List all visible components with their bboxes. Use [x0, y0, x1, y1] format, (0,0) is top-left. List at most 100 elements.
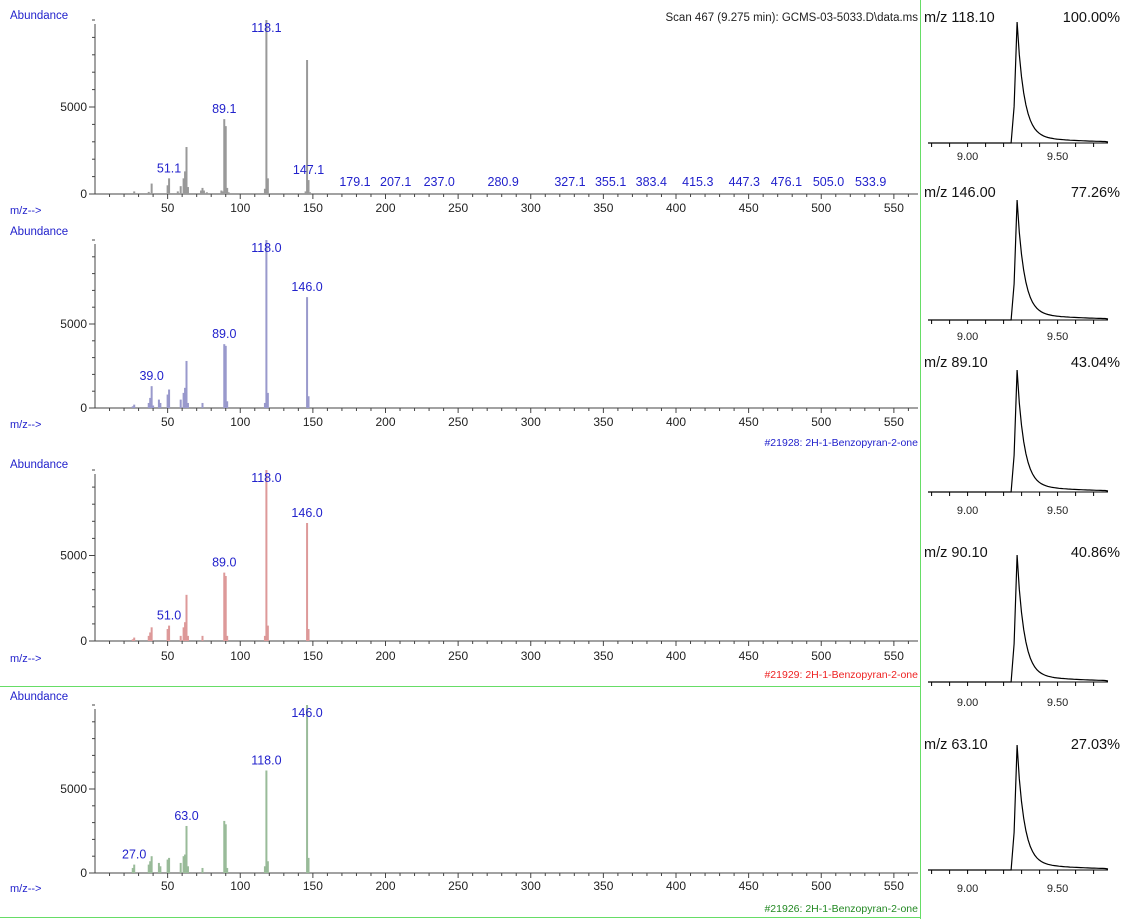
panel-3-x-tick-label: 150	[303, 649, 323, 663]
ion-trace-1-percent-label: 100.00%	[1063, 10, 1120, 26]
panel-1-x-tick-label: 300	[521, 201, 541, 215]
panel-4-x-tick-label: 150	[303, 879, 323, 893]
panel-3-x-tick-label: 400	[666, 649, 686, 663]
panel-1-peak-label: 447.3	[729, 175, 760, 189]
panel-2-x-tick-label: 550	[884, 415, 904, 429]
panel-4-peak-label: 63.0	[174, 809, 198, 823]
panel-2-x-tick-label: 50	[161, 415, 175, 429]
panel-3-x-tick-label: 550	[884, 649, 904, 663]
panel-2-x-tick-label: 200	[375, 415, 395, 429]
panel-2-ylabel: Abundance	[10, 226, 68, 238]
panel-2-x-tick-label: 350	[593, 415, 613, 429]
panel-2-peak-label: 39.0	[139, 369, 163, 383]
ion-trace-2-x-tick-label: 9.00	[957, 331, 978, 343]
panel-3-ylabel: Abundance	[10, 459, 68, 471]
panel-4-y-tick-label: 0	[80, 866, 87, 880]
panel-2-x-tick-label: 500	[811, 415, 831, 429]
ion-trace-2-ion-label: m/z 146.00	[924, 185, 996, 201]
ion-trace-2-percent-label: 77.26%	[1071, 185, 1120, 201]
panel-1-peak-label: 89.1	[212, 102, 236, 116]
panel-3-x-tick-label: 50	[161, 649, 175, 663]
panel-4-x-tick-label: 350	[593, 879, 613, 893]
panel-2-library-hit-label: #21928: 2H-1-Benzopyran-2-one	[764, 437, 918, 449]
panel-4-x-tick-label: 550	[884, 879, 904, 893]
panel-3-y-tick-label: 0	[80, 634, 87, 648]
panel-1-x-tick-label: 100	[230, 201, 250, 215]
ion-trace-5-x-tick-label: 9.50	[1047, 883, 1068, 895]
ion-trace-4-peak-line	[928, 554, 1109, 683]
panel-1-peak-label: 179.1	[339, 175, 370, 189]
panel-1-x-tick-label: 200	[375, 201, 395, 215]
panel-2-x-tick-label: 300	[521, 415, 541, 429]
panel-1-x-tick-label: 550	[884, 201, 904, 215]
panel-3-x-tick-label: 500	[811, 649, 831, 663]
panel-4-x-tick-label: 250	[448, 879, 468, 893]
panel-3-x-tick-label: 450	[739, 649, 759, 663]
ion-trace-4-ion-label: m/z 90.10	[924, 545, 988, 561]
panel-1-peak-label: 415.3	[682, 175, 713, 189]
panel-1-x-tick-label: 400	[666, 201, 686, 215]
panel-1-peak-label: 147.1	[293, 163, 324, 177]
panel-4-ylabel: Abundance	[10, 691, 68, 703]
ion-trace-2-x-tick-label: 9.50	[1047, 331, 1068, 343]
panel-2-xlabel: m/z-->	[10, 419, 41, 431]
scan-label: Scan 467 (9.275 min): GCMS-03-5033.D\dat…	[666, 12, 919, 24]
panel-1-peak-label: 237.0	[424, 175, 455, 189]
panel-3-x-tick-label: 250	[448, 649, 468, 663]
panel-3-y-tick-label: 5000	[60, 549, 87, 563]
panel-4-x-tick-label: 500	[811, 879, 831, 893]
panel-1-xlabel: m/z-->	[10, 205, 41, 217]
panel-3-peak-label: 89.0	[212, 556, 236, 570]
panel-2-peak-label: 146.0	[291, 280, 322, 294]
panel-2-peak-label: 89.0	[212, 327, 236, 341]
ion-trace-4-percent-label: 40.86%	[1071, 545, 1120, 561]
ion-trace-4-x-tick-label: 9.00	[957, 697, 978, 709]
panel-1-ylabel: Abundance	[10, 10, 68, 22]
panel-2-peak-label: 118.0	[251, 241, 281, 255]
panel-1-peak-label: 505.0	[813, 175, 844, 189]
panel-4-x-tick-label: 200	[375, 879, 395, 893]
ion-trace-3-x-tick-label: 9.50	[1047, 505, 1068, 517]
panel-3-peak-label: 118.0	[251, 471, 281, 485]
panel-1-peak-label: 207.1	[380, 175, 411, 189]
panel-2-x-tick-label: 250	[448, 415, 468, 429]
panel-4-y-tick-label: 5000	[60, 782, 87, 796]
ion-trace-3-peak-line	[928, 369, 1109, 493]
panel-3-library-hit-label: #21929: 2H-1-Benzopyran-2-one	[764, 669, 918, 681]
panel-1-peak-label: 533.9	[855, 175, 886, 189]
panel-1-y-tick-label: 0	[80, 187, 87, 201]
panel-2-y-tick-label: 5000	[60, 317, 87, 331]
panel-3-x-tick-label: 300	[521, 649, 541, 663]
panel-3-x-tick-label: 100	[230, 649, 250, 663]
panel-4-x-tick-label: 450	[739, 879, 759, 893]
panel-4-x-tick-label: 400	[666, 879, 686, 893]
panel-1-x-tick-label: 500	[811, 201, 831, 215]
panel-1-x-tick-label: 450	[739, 201, 759, 215]
panel-1-peak-label: 383.4	[636, 175, 667, 189]
panel-1-x-tick-label: 50	[161, 201, 175, 215]
ion-trace-3-percent-label: 43.04%	[1071, 355, 1120, 371]
panel-1-peak-label: 355.1	[595, 175, 626, 189]
panel-3-x-tick-label: 350	[593, 649, 613, 663]
panel-1-y-tick-label: 5000	[60, 100, 87, 114]
panel-3-xlabel: m/z-->	[10, 653, 41, 665]
panel-4-library-hit-label: #21926: 2H-1-Benzopyran-2-one	[764, 903, 918, 915]
ion-trace-1-x-tick-label: 9.50	[1047, 151, 1068, 163]
ion-trace-1-ion-label: m/z 118.10	[924, 10, 995, 26]
ion-trace-3-x-tick-label: 9.00	[957, 505, 978, 517]
ion-trace-1-x-tick-label: 9.00	[957, 151, 978, 163]
panel-1-x-tick-label: 350	[593, 201, 613, 215]
panel-2-x-tick-label: 400	[666, 415, 686, 429]
panel-4-xlabel: m/z-->	[10, 883, 41, 895]
ion-trace-3-ion-label: m/z 89.10	[924, 355, 988, 371]
panel-4-peak-label: 27.0	[122, 848, 146, 862]
panel-4-x-tick-label: 100	[230, 879, 250, 893]
panel-4-x-tick-label: 50	[161, 879, 175, 893]
ion-trace-2-peak-line	[928, 199, 1109, 321]
panel-1-x-tick-label: 250	[448, 201, 468, 215]
ion-trace-4-x-tick-label: 9.50	[1047, 697, 1068, 709]
panel-1-peak-label: 118.1	[251, 21, 281, 35]
panel-1-peak-label: 476.1	[771, 175, 802, 189]
panel-2-x-tick-label: 100	[230, 415, 250, 429]
